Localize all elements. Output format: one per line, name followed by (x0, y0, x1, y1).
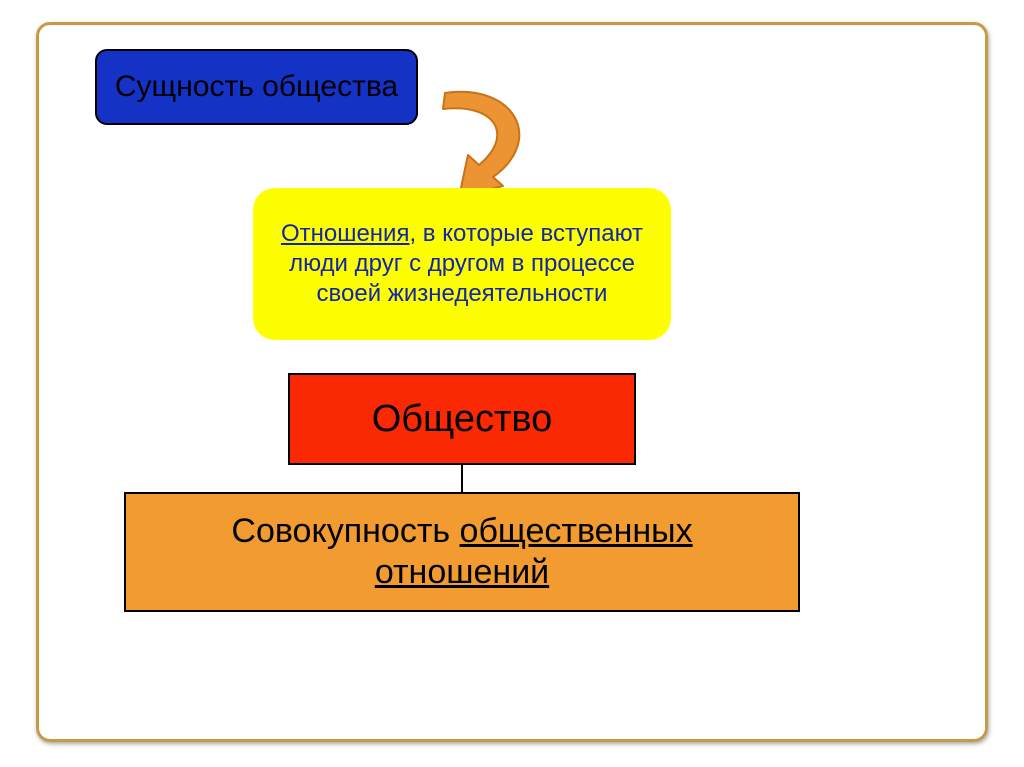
relations-underlined: Отношения (281, 220, 410, 247)
aggregate-box: Совокупность общественных отношений (124, 492, 800, 612)
title-text: Сущность общества (115, 70, 398, 104)
connector-line (461, 465, 463, 492)
relations-box: Отношения, в которые вступают люди друг … (253, 188, 671, 340)
society-text: Общество (372, 398, 553, 441)
society-box: Общество (288, 373, 636, 465)
aggregate-plain: Совокупность (231, 512, 459, 550)
aggregate-line2: отношений (375, 552, 549, 593)
aggregate-under1: общественных (460, 512, 693, 550)
aggregate-under2: отношений (375, 553, 549, 591)
relations-text: Отношения, в которые вступают люди друг … (273, 219, 651, 309)
title-box: Сущность общества (95, 49, 418, 125)
aggregate-line1: Совокупность общественных (231, 511, 692, 552)
